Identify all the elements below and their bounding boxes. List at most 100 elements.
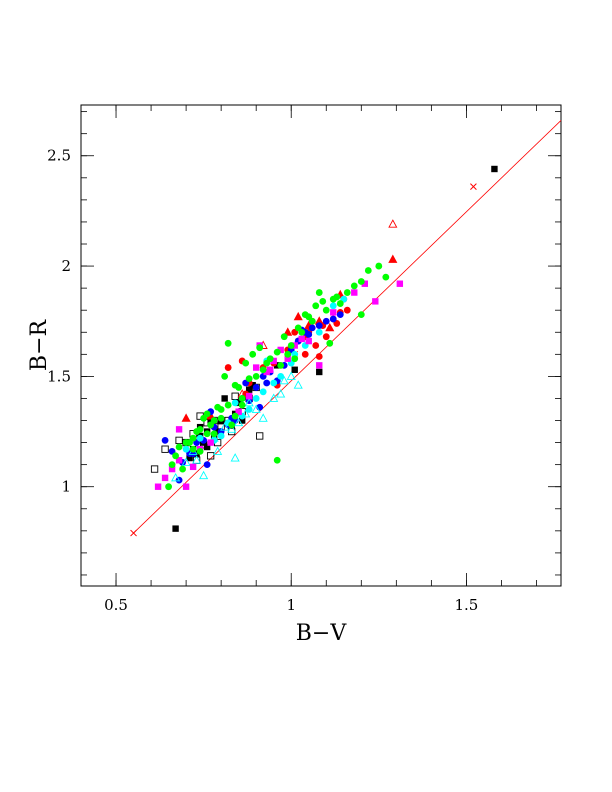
data-point (235, 399, 242, 407)
reference-line-markers (130, 183, 477, 537)
data-point (234, 417, 244, 427)
data-point (252, 384, 260, 391)
data-point (203, 430, 211, 438)
data-point (269, 393, 279, 402)
data-point (231, 412, 239, 420)
data-point (274, 362, 281, 369)
data-point (351, 289, 358, 296)
data-point (150, 465, 159, 473)
y-axis-label: B−R (27, 318, 52, 371)
data-point (259, 366, 267, 374)
data-point (252, 395, 260, 402)
data-point (227, 424, 237, 433)
data-point (168, 465, 176, 473)
data-point (273, 456, 281, 464)
data-point (175, 443, 183, 451)
data-point (293, 380, 303, 389)
data-point (270, 357, 277, 365)
data-point (315, 289, 323, 296)
reference-cross-marker (130, 529, 137, 537)
data-point (322, 306, 330, 314)
data-point (315, 353, 323, 360)
data-point (221, 372, 229, 380)
data-point (325, 322, 335, 332)
data-point (175, 426, 183, 433)
data-point (161, 474, 169, 482)
data-point (181, 413, 191, 422)
data-point (245, 393, 253, 400)
data-point (244, 397, 254, 407)
x-tick-label: 1 (286, 596, 296, 614)
data-point (186, 454, 193, 462)
data-point (224, 339, 232, 347)
data-point (175, 436, 183, 445)
data-point (270, 379, 278, 387)
data-point (214, 403, 222, 411)
data-point (231, 399, 239, 407)
data-point (207, 439, 214, 446)
data-point (330, 309, 337, 316)
data-point (175, 457, 183, 464)
data-point (316, 362, 323, 369)
data-point (291, 366, 298, 373)
data-point (259, 388, 267, 396)
data-point (199, 470, 209, 480)
data-point (305, 331, 313, 338)
data-point (315, 322, 323, 330)
data-point (220, 422, 230, 431)
data-point (235, 384, 243, 391)
data-point (350, 282, 358, 290)
x-axis-label: B−V (296, 621, 348, 646)
data-point (203, 461, 211, 469)
data-point (251, 404, 261, 413)
data-point (357, 278, 365, 285)
data-point (305, 337, 312, 345)
data-point (305, 313, 313, 321)
y-tick-label: 2 (61, 257, 71, 275)
data-point (287, 342, 295, 349)
data-point (322, 317, 330, 325)
data-point (312, 302, 320, 310)
data-point (256, 432, 264, 440)
data-point (189, 463, 197, 471)
data-point (375, 262, 383, 270)
data-point (312, 342, 320, 349)
data-point (230, 453, 240, 462)
data-point (203, 410, 211, 418)
y-tick-label: 2.5 (47, 147, 71, 165)
data-point (256, 344, 264, 352)
data-point (252, 364, 260, 371)
data-point (206, 452, 215, 460)
data-point (182, 445, 190, 453)
data-point (364, 267, 372, 274)
data-point (241, 408, 251, 418)
data-point (336, 300, 344, 307)
data-point (161, 436, 169, 444)
data-point (388, 254, 398, 263)
data-point (228, 421, 236, 429)
data-point (224, 364, 232, 371)
data-point (333, 293, 341, 301)
data-point (329, 302, 337, 310)
data-point (168, 461, 176, 469)
data-point (207, 421, 215, 429)
data-point (179, 465, 187, 473)
data-point (263, 359, 271, 367)
data-point (286, 371, 296, 380)
tick-labels: 0.5 1 1.5 1 1.5 2 2.5 (47, 147, 478, 614)
data-point (231, 392, 239, 400)
x-tick-label: 0.5 (104, 596, 128, 614)
data-point (301, 350, 309, 358)
y-tick-label: 1.5 (47, 367, 71, 385)
data-point (291, 355, 299, 363)
data-point (238, 417, 246, 424)
axis-ticks (80, 105, 561, 586)
data-point (172, 525, 179, 532)
data-point (266, 366, 274, 373)
data-point (293, 311, 303, 321)
data-point (316, 368, 323, 376)
data-point (298, 328, 306, 336)
data-point (249, 350, 257, 358)
data-point (214, 428, 221, 435)
